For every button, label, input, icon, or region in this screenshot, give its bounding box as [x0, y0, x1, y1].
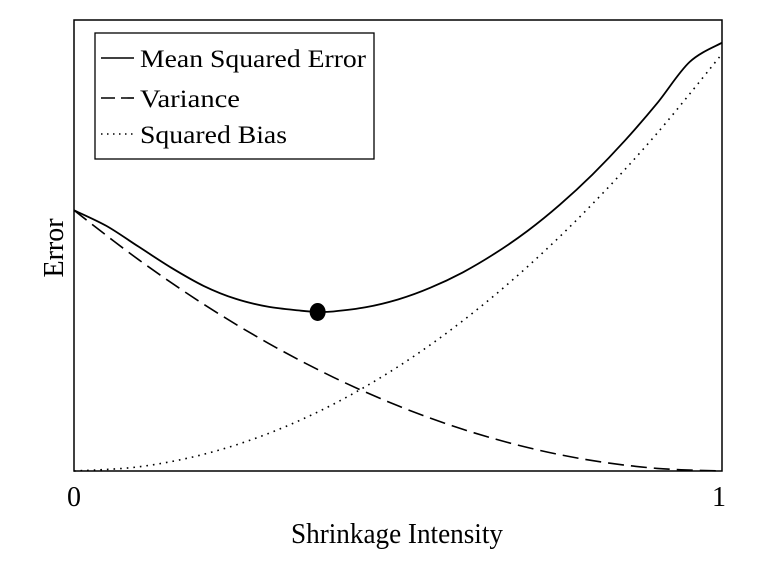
y-axis-label: Error [39, 218, 70, 278]
marker-layer [309, 302, 326, 321]
series-layer [73, 41, 723, 472]
legend: Mean Squared Error Variance Squared Bias [94, 32, 375, 160]
series-line-mean-squared-error [73, 41, 723, 313]
plot-area-frame [73, 19, 723, 472]
x-tick-label-1: 1 [712, 482, 726, 513]
legend-label-variance: Variance [140, 86, 240, 113]
x-tick-label-0: 0 [67, 482, 81, 513]
legend-box [94, 32, 375, 160]
legend-label-mse: Mean Squared Error [140, 46, 367, 73]
minimum-mse-marker [309, 302, 326, 321]
legend-label-squared-bias: Squared Bias [140, 122, 287, 149]
series-line-variance [73, 209, 723, 472]
x-axis-label: Shrinkage Intensity [291, 519, 503, 550]
